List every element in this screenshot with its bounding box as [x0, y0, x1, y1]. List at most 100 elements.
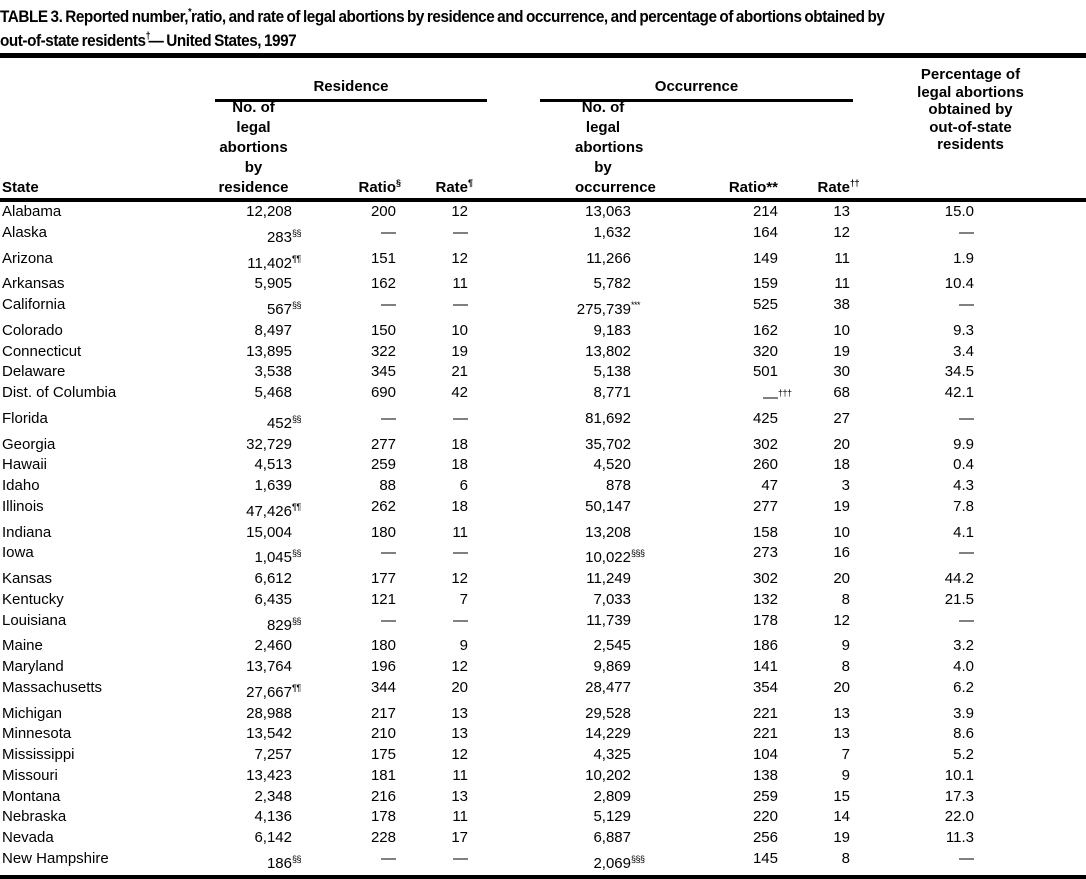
cell-pct: 3.2 [953, 637, 974, 655]
cell-res_ratio: 216 [370, 787, 396, 805]
occurrence-group-header: Occurrence [540, 78, 853, 102]
cell-res_no: 7,257 [254, 746, 292, 763]
table-row: Florida 452§§ — — 81,692 425 27 — [0, 409, 1086, 435]
cell-occ_rate: 8 [841, 590, 850, 608]
cell-occ_no: 29,528 [585, 704, 631, 722]
cell-occ_rate: 16 [833, 544, 850, 562]
cell-state: Delaware [2, 363, 66, 381]
cell-pct: 3.9 [953, 704, 974, 722]
cell-res_no: 8,497 [254, 321, 292, 339]
cell-state: Connecticut [2, 342, 82, 360]
cell-pct: 44.2 [944, 570, 974, 587]
cell-res_ratio: 175 [370, 746, 396, 763]
cell-occ_no: 878 [605, 477, 631, 494]
cell-res_rate: 13 [451, 725, 468, 743]
cell-res_no: 567§§ [266, 300, 302, 318]
cell-occ_no: 10,202 [585, 766, 631, 784]
table-row: Mississippi 7,257 175 12 4,325 104 7 5.2 [0, 745, 1086, 766]
cell-occ_rate: 38 [833, 296, 850, 313]
cell-res_rate: 12 [451, 203, 468, 220]
cell-occ_ratio: 259 [752, 787, 778, 805]
table-title-line-1: TABLE 3. Reported number,* ratio, and ra… [0, 7, 885, 26]
cell-occ_ratio: 302 [752, 570, 778, 587]
cell-occ_rate: 8 [841, 658, 850, 675]
cell-res_no: 5,468 [254, 384, 292, 401]
cell-pct: — [959, 849, 974, 867]
column-header-res-rate: Rate¶ [435, 178, 473, 196]
cell-pct: 11.3 [945, 829, 974, 846]
cell-res_rate: 18 [451, 435, 468, 453]
cell-pct: — [959, 544, 974, 562]
cell-state: Missouri [2, 766, 58, 784]
cell-res_rate: — [453, 544, 468, 562]
cell-occ_ratio: 501 [752, 363, 778, 381]
cell-res_no: 11,402¶¶ [247, 253, 301, 272]
cell-occ_ratio: 425 [752, 409, 778, 427]
cell-occ_rate: 18 [833, 456, 850, 474]
cell-res_ratio: 162 [370, 275, 396, 293]
cell-occ_rate: 7 [841, 746, 850, 763]
cell-pct: 22.0 [944, 808, 974, 826]
cell-res_ratio: 196 [370, 658, 396, 675]
cell-state: Arizona [2, 249, 53, 267]
cell-res_ratio: 210 [370, 725, 396, 743]
cell-res_rate: — [453, 611, 468, 629]
table-row: Idaho 1,639 88 6 878 47 3 4.3 [0, 476, 1086, 497]
cell-occ_rate: 68 [833, 384, 850, 401]
cell-occ_ratio: 220 [752, 808, 778, 826]
cell-occ_rate: 12 [833, 223, 850, 241]
cell-state: Colorado [2, 321, 63, 339]
cell-occ_no: 81,692 [585, 409, 631, 427]
cell-res_rate: 10 [451, 321, 468, 339]
cell-res_no: 452§§ [266, 413, 302, 432]
cell-res_no: 6,612 [254, 570, 292, 587]
cell-occ_rate: 19 [833, 497, 850, 515]
cell-res_no: 4,513 [254, 456, 292, 474]
cell-pct: — [959, 611, 974, 629]
table-row: Alabama 12,208 200 12 13,063 214 13 15.0 [0, 202, 1086, 223]
cell-res_no: 47,426¶¶ [246, 501, 301, 520]
cell-res_ratio: — [381, 296, 396, 313]
table-title: TABLE 3. Reported number,* ratio, and ra… [0, 0, 1086, 51]
cell-res_rate: — [453, 849, 468, 867]
column-header-occ-ratio: Ratio** [728, 179, 778, 196]
cell-res_ratio: 180 [370, 523, 396, 541]
cell-res_ratio: 262 [370, 497, 396, 515]
cell-occ_ratio: 214 [752, 203, 778, 220]
cell-res_no: 13,423 [246, 766, 292, 784]
cell-occ_ratio: 277 [752, 497, 778, 515]
cell-occ_no: 35,702 [585, 435, 631, 453]
cell-res_no: 186§§ [266, 853, 302, 872]
cell-res_no: 5,905 [254, 275, 292, 293]
cell-occ_no: 13,802 [585, 342, 631, 360]
cell-res_no: 15,004 [246, 523, 292, 541]
cell-pct: 10.1 [944, 766, 974, 784]
cell-occ_no: 4,520 [593, 456, 631, 474]
cell-res_rate: 18 [451, 456, 468, 474]
table-row: Maine 2,460 180 9 2,545 186 9 3.2 [0, 636, 1086, 657]
cell-occ_rate: 8 [841, 849, 850, 867]
cell-res_ratio: — [381, 849, 396, 867]
table-row: Alaska 283§§ — — 1,632 164 12 — [0, 223, 1086, 249]
cell-state: Idaho [2, 477, 40, 494]
cell-state: California [2, 296, 66, 313]
residence-group-header: Residence [215, 78, 487, 102]
cell-res_rate: 13 [451, 704, 468, 722]
cell-occ_no: 50,147 [585, 497, 631, 515]
cell-state: Nebraska [2, 808, 67, 826]
cell-state: Alabama [2, 203, 62, 220]
cell-occ_ratio: 354 [752, 678, 778, 696]
cell-occ_no: 2,545 [593, 637, 631, 655]
cell-occ_ratio: 260 [752, 456, 778, 474]
cell-occ_ratio: 256 [752, 829, 778, 846]
cell-pct: 15.0 [944, 203, 974, 220]
cell-res_ratio: 277 [370, 435, 396, 453]
column-header-percentage: Percentage of legal abortions obtained b… [917, 66, 1024, 154]
cell-occ_ratio: 525 [752, 296, 778, 313]
cell-res_no: 12,208 [246, 203, 292, 220]
table-row: New Hampshire 186§§ — — 2,069§§§ 145 8 — [0, 849, 1086, 875]
cell-occ_ratio: 320 [752, 342, 778, 360]
table-row: Dist. of Columbia 5,468 690 42 8,771 —††† 68 42… [0, 383, 1086, 409]
cell-pct: 9.3 [953, 321, 974, 339]
